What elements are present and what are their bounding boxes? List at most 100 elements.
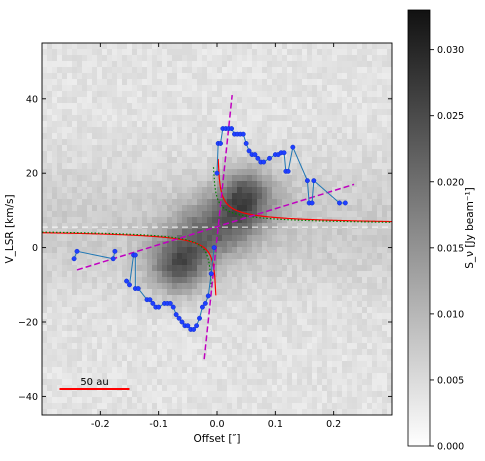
emission-cell — [52, 157, 58, 164]
emission-cell — [152, 295, 158, 302]
emission-cell — [282, 163, 288, 170]
emission-cell — [67, 217, 73, 224]
emission-cell — [337, 355, 343, 362]
emission-cell — [257, 289, 263, 296]
emission-cell — [112, 73, 118, 80]
emission-cell — [137, 343, 143, 350]
emission-cell — [172, 391, 178, 398]
emission-cell — [327, 115, 333, 122]
emission-cell — [72, 361, 78, 368]
emission-cell — [342, 391, 348, 398]
emission-cell — [377, 187, 383, 194]
emission-cell — [57, 289, 63, 296]
emission-cell — [247, 127, 253, 134]
emission-cell — [57, 133, 63, 140]
emission-cell — [52, 241, 58, 248]
emission-cell — [332, 181, 338, 188]
emission-cell — [262, 67, 268, 74]
emission-cell — [357, 361, 363, 368]
emission-cell — [122, 175, 128, 182]
emission-cell — [362, 109, 368, 116]
emission-cell — [252, 175, 258, 182]
emission-cell — [217, 163, 223, 170]
emission-cell — [157, 337, 163, 344]
emission-cell — [142, 331, 148, 338]
emission-cell — [62, 157, 68, 164]
emission-cell — [67, 67, 73, 74]
emission-cell — [332, 43, 338, 50]
emission-cell — [287, 145, 293, 152]
emission-cell — [162, 331, 168, 338]
emission-cell — [112, 349, 118, 356]
velocity-point — [304, 178, 310, 184]
colorbar-tick-label: 0.000 — [437, 442, 464, 453]
emission-cell — [282, 181, 288, 188]
emission-cell — [177, 349, 183, 356]
emission-cell — [312, 367, 318, 374]
emission-cell — [327, 307, 333, 314]
emission-cell — [52, 85, 58, 92]
emission-cell — [87, 229, 93, 236]
emission-cell — [87, 49, 93, 56]
emission-cell — [177, 49, 183, 56]
emission-cell — [197, 205, 203, 212]
emission-cell — [147, 133, 153, 140]
emission-cell — [257, 343, 263, 350]
emission-cell — [117, 403, 123, 410]
emission-cell — [127, 223, 133, 230]
emission-cell — [257, 301, 263, 308]
emission-cell — [372, 319, 378, 326]
emission-cell — [187, 187, 193, 194]
emission-cell — [272, 211, 278, 218]
emission-cell — [372, 253, 378, 260]
emission-cell — [92, 391, 98, 398]
emission-cell — [272, 187, 278, 194]
emission-cell — [87, 109, 93, 116]
emission-cell — [52, 397, 58, 404]
emission-cell — [127, 97, 133, 104]
emission-cell — [372, 79, 378, 86]
emission-cell — [92, 169, 98, 176]
emission-cell — [142, 319, 148, 326]
emission-cell — [162, 367, 168, 374]
emission-cell — [197, 265, 203, 272]
emission-cell — [222, 175, 228, 182]
emission-cell — [322, 103, 328, 110]
emission-cell — [57, 103, 63, 110]
emission-cell — [137, 145, 143, 152]
emission-cell — [187, 295, 193, 302]
emission-cell — [77, 379, 83, 386]
emission-cell — [267, 97, 273, 104]
emission-cell — [342, 373, 348, 380]
emission-cell — [352, 229, 358, 236]
emission-cell — [262, 319, 268, 326]
emission-cell — [352, 211, 358, 218]
emission-cell — [362, 73, 368, 80]
emission-cell — [77, 391, 83, 398]
emission-cell — [92, 265, 98, 272]
emission-cell — [142, 187, 148, 194]
emission-cell — [137, 43, 143, 50]
emission-cell — [367, 157, 373, 164]
emission-cell — [337, 313, 343, 320]
emission-cell — [127, 157, 133, 164]
emission-cell — [242, 85, 248, 92]
emission-cell — [322, 205, 328, 212]
emission-cell — [222, 373, 228, 380]
emission-cell — [322, 43, 328, 50]
emission-cell — [282, 145, 288, 152]
emission-cell — [117, 133, 123, 140]
emission-cell — [252, 157, 258, 164]
emission-cell — [202, 277, 208, 284]
emission-cell — [47, 385, 53, 392]
emission-cell — [232, 205, 238, 212]
emission-cell — [302, 43, 308, 50]
emission-cell — [57, 235, 63, 242]
emission-cell — [387, 367, 392, 374]
emission-cell — [87, 151, 93, 158]
emission-cell — [317, 205, 323, 212]
emission-cell — [357, 199, 363, 206]
emission-cell — [152, 43, 158, 50]
emission-cell — [57, 391, 63, 398]
emission-cell — [182, 307, 188, 314]
